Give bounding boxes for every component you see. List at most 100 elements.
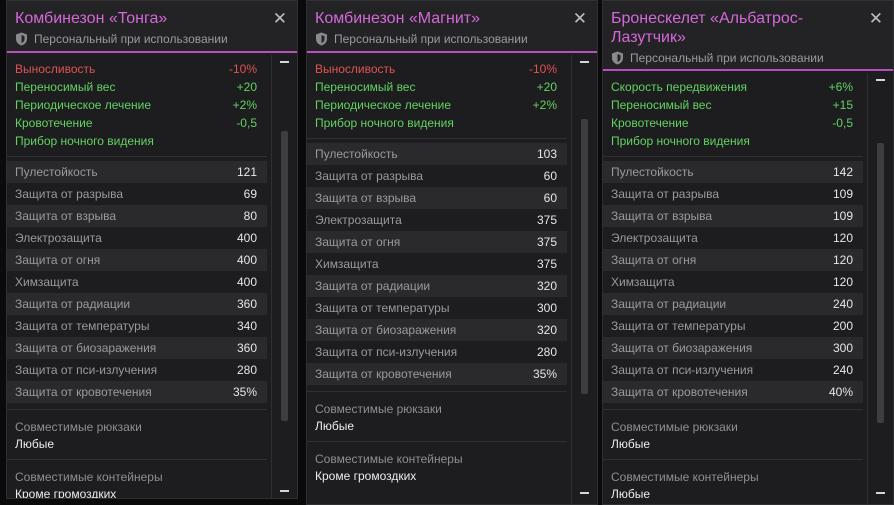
stat-row: Защита от разрыва 109 xyxy=(603,183,863,205)
effect-label: Скорость передвижения xyxy=(611,80,748,94)
close-icon[interactable]: ✕ xyxy=(868,9,883,28)
effect-label: Кровотечение xyxy=(15,116,93,130)
effect-label: Выносливость xyxy=(315,62,396,76)
section-value: Любые xyxy=(611,437,651,451)
stat-label: Защита от температуры xyxy=(15,319,150,333)
effect-row: Кровотечение -0,5 xyxy=(603,114,863,132)
effect-value: -0,5 xyxy=(832,116,853,130)
stat-row: Защита от радиации 240 xyxy=(603,293,863,315)
close-icon[interactable]: ✕ xyxy=(572,9,587,28)
compatible-backpacks: Совместимые рюкзаки Любые xyxy=(307,391,567,441)
item-title: Комбинезон «Магнит» xyxy=(315,10,480,27)
stat-label: Пулестойкость xyxy=(611,165,694,179)
stat-value: 60 xyxy=(543,191,557,205)
stat-value: 35% xyxy=(532,367,557,381)
stat-value: 80 xyxy=(243,209,257,223)
stat-row: Электрозащита 400 xyxy=(7,227,267,249)
stat-row: Защита от взрыва 60 xyxy=(307,187,567,209)
stat-label: Защита от взрыва xyxy=(15,209,117,223)
stat-value: 35% xyxy=(232,385,257,399)
stat-value: 360 xyxy=(236,297,257,311)
stat-row: Защита от огня 120 xyxy=(603,249,863,271)
stat-value: 120 xyxy=(832,253,853,267)
scrollbar-thumb[interactable] xyxy=(877,143,884,423)
scrollbar[interactable] xyxy=(271,55,297,498)
stat-label: Защита от температуры xyxy=(315,301,450,315)
stat-label: Защита от радиации xyxy=(315,279,431,293)
binding-text: Персональный при использовании xyxy=(630,51,824,65)
panel-header: Бронескелет «Альбатрос-Лазутчик» ✕ Персо… xyxy=(603,1,893,71)
stat-row: Защита от биозаражения 360 xyxy=(7,337,267,359)
scrollbar-bottom-cap xyxy=(280,490,289,492)
shield-icon xyxy=(612,51,623,65)
stat-label: Защита от кровотечения xyxy=(611,385,748,399)
panel-header: Комбинезон «Тонга» ✕ Персональный при ис… xyxy=(7,1,297,53)
stat-label: Химзащита xyxy=(15,275,79,289)
stat-value: 300 xyxy=(536,301,557,315)
effect-value: +20 xyxy=(236,80,257,94)
effect-value: +2% xyxy=(532,98,557,112)
section-value: Любые xyxy=(15,437,55,451)
section-value: Любые xyxy=(315,419,355,433)
stat-row: Защита от радиации 320 xyxy=(307,275,567,297)
stat-row: Электрозащита 375 xyxy=(307,209,567,231)
stats-table: Пулестойкость 142 Защита от разрыва 109 За… xyxy=(603,156,863,403)
effect-label: Периодическое лечение xyxy=(315,98,451,112)
stat-label: Защита от взрыва xyxy=(611,209,713,223)
stat-row: Защита от радиации 360 xyxy=(7,293,267,315)
stat-label: Защита от температуры xyxy=(611,319,746,333)
stat-row: Защита от биозаражения 320 xyxy=(307,319,567,341)
panel-content: Выносливость -10% Переносимый вес +20 Пери… xyxy=(7,55,267,498)
stat-label: Защита от огня xyxy=(611,253,697,267)
scrollbar-thumb[interactable] xyxy=(281,131,288,421)
scrollbar[interactable] xyxy=(867,73,893,504)
effects-list: Выносливость -10% Переносимый вес +20 Пери… xyxy=(307,55,567,138)
effect-label: Прибор ночного видения xyxy=(611,134,750,148)
stat-label: Защита от разрыва xyxy=(15,187,124,201)
effect-label: Переносимый вес xyxy=(15,80,116,94)
stat-label: Защита от кровотечения xyxy=(315,367,452,381)
stat-row: Химзащита 400 xyxy=(7,271,267,293)
stat-value: 109 xyxy=(832,209,853,223)
stat-value: 360 xyxy=(236,341,257,355)
effect-row: Периодическое лечение +2% xyxy=(307,96,567,114)
effect-row: Периодическое лечение +2% xyxy=(7,96,267,114)
binding-info: Персональный при использовании xyxy=(15,32,228,46)
scrollbar-bottom-cap xyxy=(876,492,885,494)
effects-list: Выносливость -10% Переносимый вес +20 Пери… xyxy=(7,55,267,156)
stat-label: Защита от пси-излучения xyxy=(611,363,754,377)
stat-row: Защита от пси-излучения 280 xyxy=(7,359,267,381)
effect-value: +15 xyxy=(832,98,853,112)
panel-content: Скорость передвижения +6% Переносимый вес… xyxy=(603,73,863,504)
scrollbar-thumb[interactable] xyxy=(581,119,588,394)
stat-value: 60 xyxy=(543,169,557,183)
close-icon[interactable]: ✕ xyxy=(272,9,287,28)
effect-row: Прибор ночного видения xyxy=(307,114,567,132)
section-label: Совместимые контейнеры xyxy=(315,452,463,466)
effect-row: Переносимый вес +20 xyxy=(307,78,567,96)
stat-label: Пулестойкость xyxy=(15,165,98,179)
stat-label: Защита от радиации xyxy=(15,297,131,311)
effect-label: Прибор ночного видения xyxy=(15,134,154,148)
binding-text: Персональный при использовании xyxy=(334,32,528,46)
stat-value: 400 xyxy=(236,275,257,289)
panel-header: Комбинезон «Магнит» ✕ Персональный при и… xyxy=(307,1,597,53)
compatible-containers: Совместимые контейнеры Кроме громоздких xyxy=(307,441,567,491)
effect-label: Переносимый вес xyxy=(611,98,712,112)
stat-value: 121 xyxy=(236,165,257,179)
stat-value: 300 xyxy=(832,341,853,355)
stat-row: Пулестойкость 142 xyxy=(603,161,863,183)
effect-label: Выносливость xyxy=(15,62,96,76)
stat-label: Электрозащита xyxy=(15,231,102,245)
item-title: Бронескелет «Альбатрос-Лазутчик» xyxy=(611,10,804,46)
stat-value: 240 xyxy=(832,297,853,311)
binding-info: Персональный при использовании xyxy=(611,51,824,65)
stat-label: Электрозащита xyxy=(611,231,698,245)
section-value: Кроме громоздких xyxy=(315,469,417,483)
section-label: Совместимые рюкзаки xyxy=(315,402,442,416)
stat-value: 320 xyxy=(536,279,557,293)
shield-icon xyxy=(316,32,327,46)
stats-table: Пулестойкость 121 Защита от разрыва 69 Защ… xyxy=(7,156,267,403)
scrollbar[interactable] xyxy=(571,55,597,504)
stat-label: Защита от разрыва xyxy=(315,169,424,183)
